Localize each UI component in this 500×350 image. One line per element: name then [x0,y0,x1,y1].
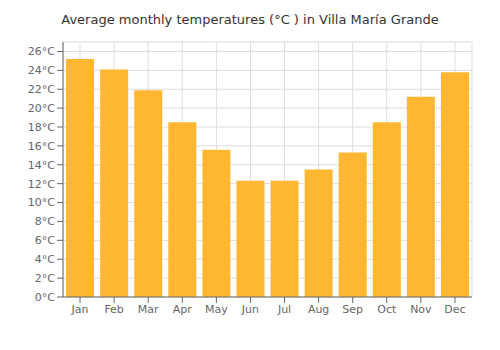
svg-text:4°C: 4°C [35,253,55,266]
svg-text:14°C: 14°C [28,159,55,172]
svg-text:0°C: 0°C [35,291,55,304]
svg-text:Sep: Sep [342,303,363,316]
svg-text:Mar: Mar [138,303,159,316]
svg-text:8°C: 8°C [35,215,55,228]
svg-text:18°C: 18°C [28,121,55,134]
svg-text:Aug: Aug [308,303,329,316]
svg-text:12°C: 12°C [28,178,55,191]
svg-text:Jan: Jan [71,303,89,316]
svg-text:Feb: Feb [104,303,123,316]
svg-text:10°C: 10°C [28,196,55,209]
svg-text:16°C: 16°C [28,140,55,153]
svg-text:Jun: Jun [241,303,259,316]
svg-text:Dec: Dec [444,303,465,316]
svg-text:20°C: 20°C [28,102,55,115]
svg-text:2°C: 2°C [35,272,55,285]
svg-text:6°C: 6°C [35,234,55,247]
svg-text:22°C: 22°C [28,83,55,96]
svg-text:24°C: 24°C [28,64,55,77]
html-text:Average monthly temperatures (: Average monthly temperatures (°C ) in Vi… [61,12,439,27]
svg-text:Nov: Nov [410,303,432,316]
svg-text:Jul: Jul [277,303,291,316]
svg-text:Oct: Oct [377,303,397,316]
svg-text:26°C: 26°C [28,45,55,58]
svg-text:May: May [205,303,228,316]
svg-text:Apr: Apr [173,303,193,316]
